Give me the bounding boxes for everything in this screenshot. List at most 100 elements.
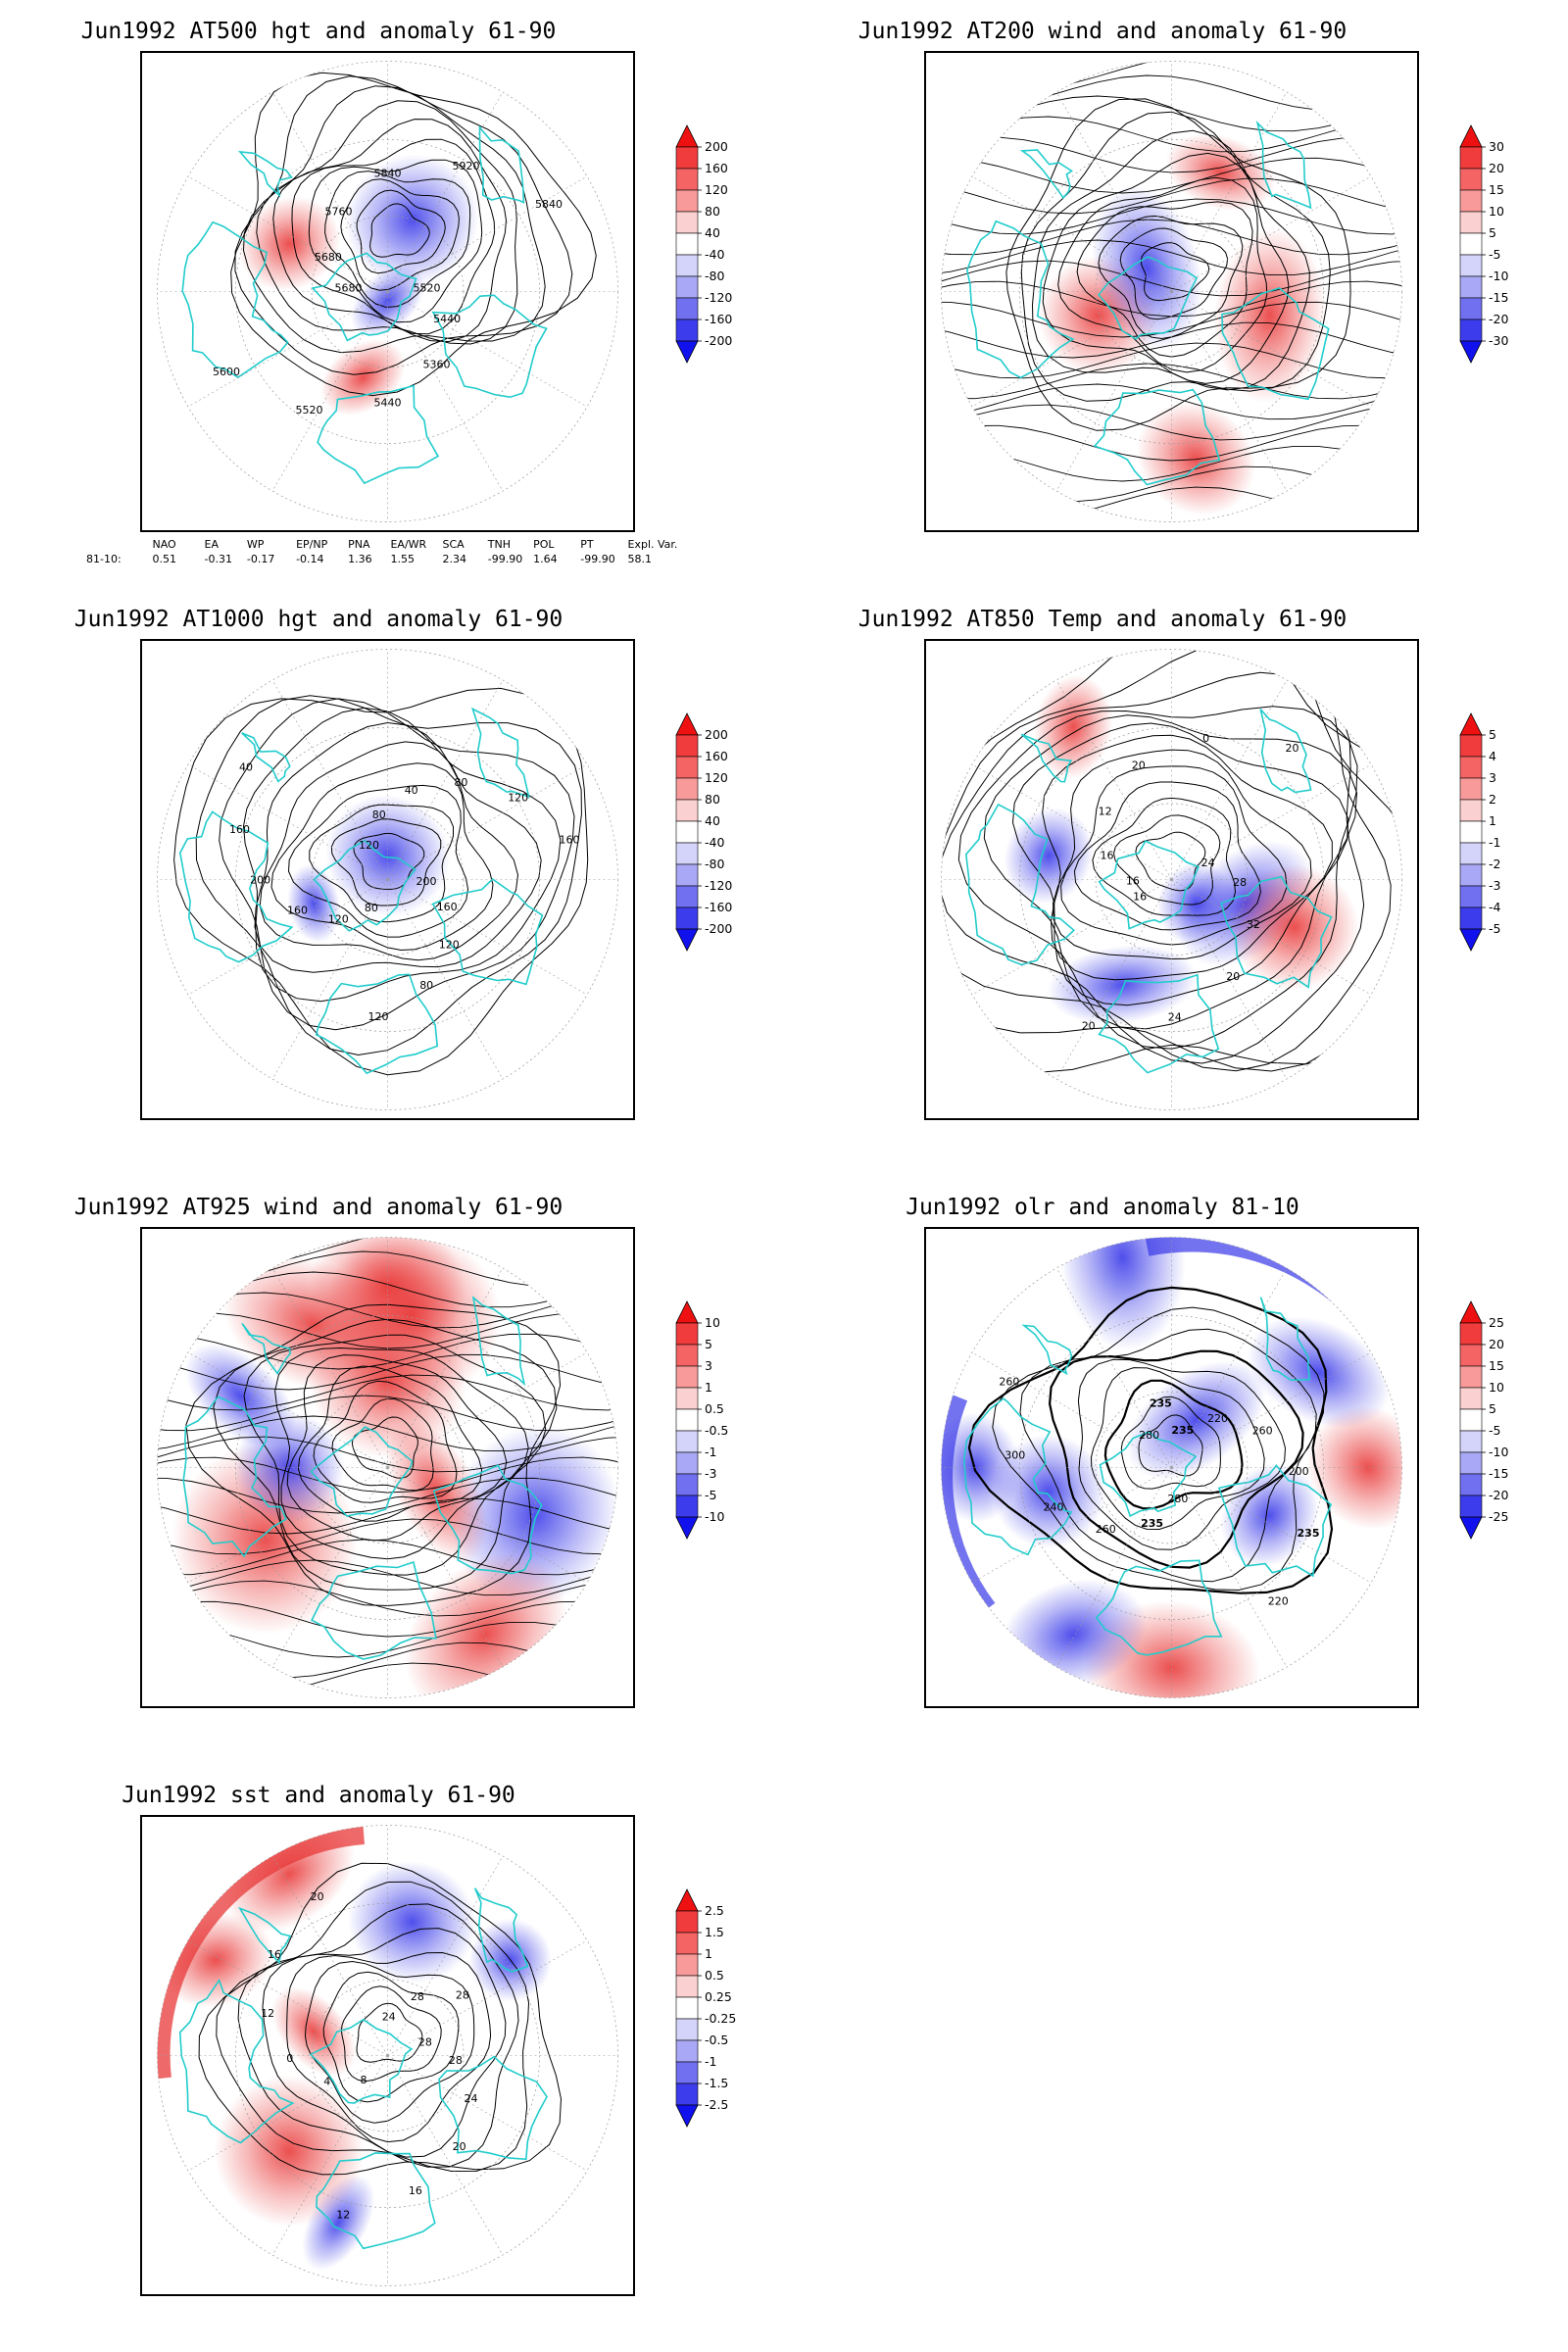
polar-map: 5520 5440 5360 5440 5520 5600 5680 5680 5760 5840… [140,51,635,532]
colorbar-arrow-top [675,1888,699,1912]
colorbar-tick-label: 0.25 [705,1989,732,2004]
colorbar-swatch [675,1932,699,1955]
contour-line [330,818,442,906]
coastline [1095,1559,1223,1656]
streamline [157,1353,618,1391]
latitude-circle [1095,803,1249,956]
meridian-line [271,2055,388,2256]
colorbar-tick-label: -30 [1489,333,1508,348]
meridian-line [387,1267,504,1468]
contour-label: 28 [1233,876,1247,889]
streamline [157,1497,618,1535]
colorbar-tick-label: 3 [1489,770,1496,785]
anomaly-shading [1165,133,1276,212]
meridian-line [187,879,388,996]
contour-label: 24 [465,2092,478,2105]
colorbar-swatch [1459,820,1483,844]
meridian-line [1171,879,1372,996]
contour-line [957,706,1358,1050]
colorbar-tick-label: -20 [1489,312,1508,326]
streamline [157,1395,618,1432]
colorbar-swatch [675,1387,699,1410]
colorbar-swatch [1459,1344,1483,1367]
contour-line [322,1971,460,2103]
colorbar-swatch [1459,777,1483,801]
colorbar-swatch [675,1344,699,1367]
teleconnection-header: PT [580,538,594,551]
colorbar-swatch [1459,318,1483,342]
colorbar: 10 5 3 1 0.5 -0.5 -1 -3 -5 -10 [675,1300,784,1576]
colorbar-swatch [1459,211,1483,234]
contour-label: 5680 [315,251,342,264]
colorbar-tick-label: 1 [705,1946,712,1961]
contour-label: 4 [323,2075,330,2087]
contour-label: 260 [1096,1523,1116,1536]
latitude-circle [157,649,618,1110]
teleconnection-header: PNA [348,538,370,551]
colorbar-tick-label: 160 [705,749,728,763]
streamline [157,1518,618,1555]
contour-label: 300 [1004,1448,1025,1461]
colorbar-swatch [675,146,699,170]
colorbar-tick-label: 200 [705,727,728,742]
contour-label: 16 [409,2184,422,2197]
meridian-line [1171,763,1372,880]
contour-label: 20 [1132,760,1146,772]
contour-label: 240 [1044,1501,1064,1514]
coastline [310,1426,414,1517]
contour-label: 235 [1171,1424,1194,1437]
meridian-line [1171,1467,1372,1584]
colorbar-swatch [1459,756,1483,779]
colorbar: 2.5 1.5 1 0.5 0.25 -0.25 -0.5 -1 -1.5 -2.5 [675,1888,784,2164]
colorbar-swatch [675,885,699,908]
contour-line [309,804,454,923]
colorbar-tick-label: -2.5 [705,2097,728,2112]
colorbar-swatch [1459,863,1483,887]
anomaly-shading [184,1343,296,1449]
coastline [241,1323,292,1375]
contour-label: 5680 [335,282,363,295]
streamline [157,1456,618,1494]
meridian-line [387,763,588,880]
coastline [432,1464,543,1575]
contour-label: 40 [405,784,418,797]
colorbar: 5 4 3 2 1 -1 -2 -3 -4 -5 [1459,712,1568,988]
colorbar-tick-label: 0.5 [705,1401,724,1416]
contour-line [173,687,589,1076]
contour-line [291,138,496,335]
anomaly-shading [1059,1237,1186,1350]
panel-at200-wind: Jun1992 AT200 wind and anomaly 61-90 30 2… [784,0,1568,588]
colorbar-tick-label: -1 [705,2054,716,2069]
coastline [311,252,417,342]
panel-at500-hgt: Jun1992 AT500 hgt and anomaly 61-90 5520… [0,0,784,588]
colorbar-swatch [1459,1365,1483,1389]
coastline [1221,286,1330,401]
colorbar-tick-label: 0.5 [705,1968,724,1983]
anomaly-shading [1248,1316,1391,1428]
contour-label: 80 [372,808,386,821]
meridian-line [387,1855,504,2056]
colorbar-tick-label: -4 [1489,900,1501,914]
contour-line [1135,831,1206,892]
teleconnection-header: SCA [442,538,465,551]
streamline [157,1662,618,1698]
coastline [238,1906,292,1965]
colorbar-tick-label: 80 [705,204,720,219]
latitude-circle [941,649,1402,1110]
contour-label: 24 [382,2011,396,2024]
coastline [1019,149,1074,200]
meridian-line [1055,879,1172,1080]
contour-line [369,203,430,258]
contour-line [324,171,471,309]
streamline [157,1642,618,1679]
colorbar-tick-label: 2.5 [705,1903,724,1918]
colorbar-tick-label: -25 [1489,1509,1508,1524]
meridian-line [271,91,388,292]
contour-label: 5440 [374,397,402,410]
contour-label: 0 [286,2052,293,2065]
colorbar-swatch [675,777,699,801]
meridian-line [971,175,1172,292]
teleconnection-header: WP [246,538,265,551]
contour-label: 80 [454,776,467,789]
contour-line [331,1397,434,1492]
